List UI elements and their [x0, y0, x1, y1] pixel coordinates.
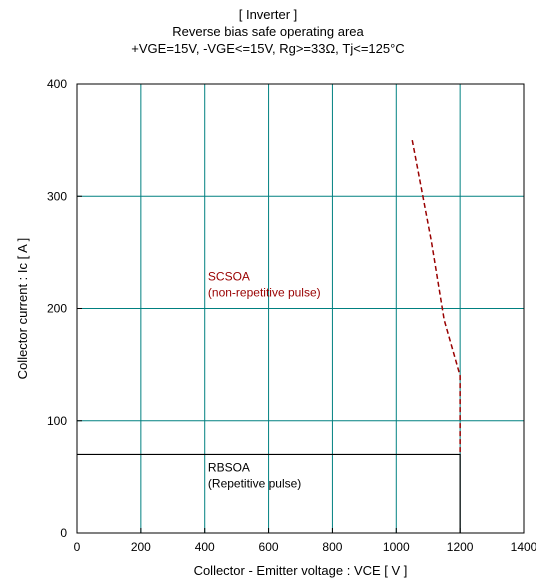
x-tick-label: 1400: [511, 540, 536, 554]
y-tick-label: 300: [47, 189, 67, 203]
x-tick-label: 0: [74, 540, 81, 554]
x-tick-label: 600: [259, 540, 279, 554]
annotation-text: RBSOA: [208, 460, 250, 474]
y-axis-label: Collector current : Ic [ A ]: [15, 238, 30, 380]
chart-subtitle: Reverse bias safe operating area: [172, 24, 364, 39]
tick-layer: 0 200 400 600 800 1000 1200 1400 0 100 200 300 400: [47, 77, 536, 554]
y-tick-label: 400: [47, 77, 67, 91]
series-line-scsoa: [411, 139, 461, 455]
y-tick-label: 200: [47, 302, 67, 316]
x-tick-label: 200: [131, 540, 151, 554]
y-tick-label: 0: [60, 526, 67, 540]
grid-lines: [77, 84, 524, 533]
annotation-text: (non-repetitive pulse): [208, 285, 321, 299]
annotation-text: SCSOA: [208, 269, 250, 283]
x-tick-label: 800: [322, 540, 342, 554]
chart-title: [ Inverter ]: [238, 7, 298, 22]
annotation-layer: SCSOA (non-repetitive pulse) RBSOA (Repetit…: [208, 269, 321, 490]
x-tick-label: 1000: [383, 540, 410, 554]
series-line-rbsoa: [77, 453, 461, 533]
annotation-text: (Repetitive pulse): [208, 476, 301, 490]
x-tick-label: 400: [195, 540, 215, 554]
x-tick-label: 1200: [447, 540, 474, 554]
x-axis-label: Collector - Emitter voltage : VCE [ V ]: [194, 563, 408, 578]
chart-conditions: +VGE=15V, -VGE<=15V, Rg>=33Ω, Tj<=125°C: [131, 41, 405, 56]
series-layer: [77, 139, 461, 533]
y-tick-label: 100: [47, 414, 67, 428]
